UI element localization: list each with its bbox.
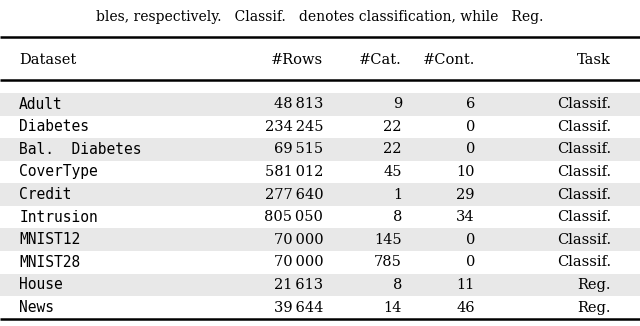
Text: Intrusion: Intrusion xyxy=(19,210,98,225)
Text: 21 613: 21 613 xyxy=(274,278,323,292)
Text: 6: 6 xyxy=(465,97,475,111)
Text: 22: 22 xyxy=(383,120,402,134)
Text: MNIST28: MNIST28 xyxy=(19,255,81,270)
Text: 69 515: 69 515 xyxy=(274,142,323,156)
Text: Credit: Credit xyxy=(19,187,72,202)
Text: Classif.: Classif. xyxy=(557,97,611,111)
Text: 0: 0 xyxy=(465,142,475,156)
Text: #Cont.: #Cont. xyxy=(422,53,475,67)
Text: CoverType: CoverType xyxy=(19,165,98,180)
Text: Classif.: Classif. xyxy=(557,233,611,247)
Text: 8: 8 xyxy=(392,278,402,292)
Text: 9: 9 xyxy=(393,97,402,111)
Text: 22: 22 xyxy=(383,142,402,156)
Text: Classif.: Classif. xyxy=(557,165,611,179)
Bar xyxy=(0,93,640,115)
Text: Classif.: Classif. xyxy=(557,142,611,156)
Text: House: House xyxy=(19,277,63,292)
Text: #Rows: #Rows xyxy=(271,53,323,67)
Text: Adult: Adult xyxy=(19,97,63,112)
Text: #Cat.: #Cat. xyxy=(359,53,402,67)
Text: 145: 145 xyxy=(374,233,402,247)
Text: Diabetes: Diabetes xyxy=(19,119,89,134)
Text: 46: 46 xyxy=(456,301,475,315)
Text: 0: 0 xyxy=(465,255,475,269)
Text: Classif.: Classif. xyxy=(557,255,611,269)
Text: 785: 785 xyxy=(374,255,402,269)
Text: Reg.: Reg. xyxy=(578,301,611,315)
Text: 805 050: 805 050 xyxy=(264,210,323,224)
Text: 70 000: 70 000 xyxy=(273,233,323,247)
Text: 48 813: 48 813 xyxy=(274,97,323,111)
Text: Classif.: Classif. xyxy=(557,120,611,134)
Text: 0: 0 xyxy=(465,120,475,134)
Text: 70 000: 70 000 xyxy=(273,255,323,269)
Text: 14: 14 xyxy=(383,301,402,315)
Text: Bal.  Diabetes: Bal. Diabetes xyxy=(19,142,141,157)
Text: 34: 34 xyxy=(456,210,475,224)
Text: MNIST12: MNIST12 xyxy=(19,232,81,247)
Bar xyxy=(0,138,640,161)
Text: 10: 10 xyxy=(456,165,475,179)
Text: 39 644: 39 644 xyxy=(274,301,323,315)
Text: 277 640: 277 640 xyxy=(264,187,323,201)
Text: 29: 29 xyxy=(456,187,475,201)
Bar xyxy=(0,183,640,206)
Text: 8: 8 xyxy=(392,210,402,224)
Text: 1: 1 xyxy=(393,187,402,201)
Text: Classif.: Classif. xyxy=(557,187,611,201)
Text: News: News xyxy=(19,300,54,315)
Text: 45: 45 xyxy=(383,165,402,179)
Text: Task: Task xyxy=(577,53,611,67)
Text: Dataset: Dataset xyxy=(19,53,76,67)
Text: 0: 0 xyxy=(465,233,475,247)
Text: bles, respectively.   Classif.   denotes classification, while   Reg.: bles, respectively. Classif. denotes cla… xyxy=(96,10,544,24)
Text: Classif.: Classif. xyxy=(557,210,611,224)
Bar xyxy=(0,274,640,296)
Text: 234 245: 234 245 xyxy=(265,120,323,134)
Text: Reg.: Reg. xyxy=(578,278,611,292)
Bar xyxy=(0,229,640,251)
Text: 11: 11 xyxy=(456,278,475,292)
Text: 581 012: 581 012 xyxy=(265,165,323,179)
